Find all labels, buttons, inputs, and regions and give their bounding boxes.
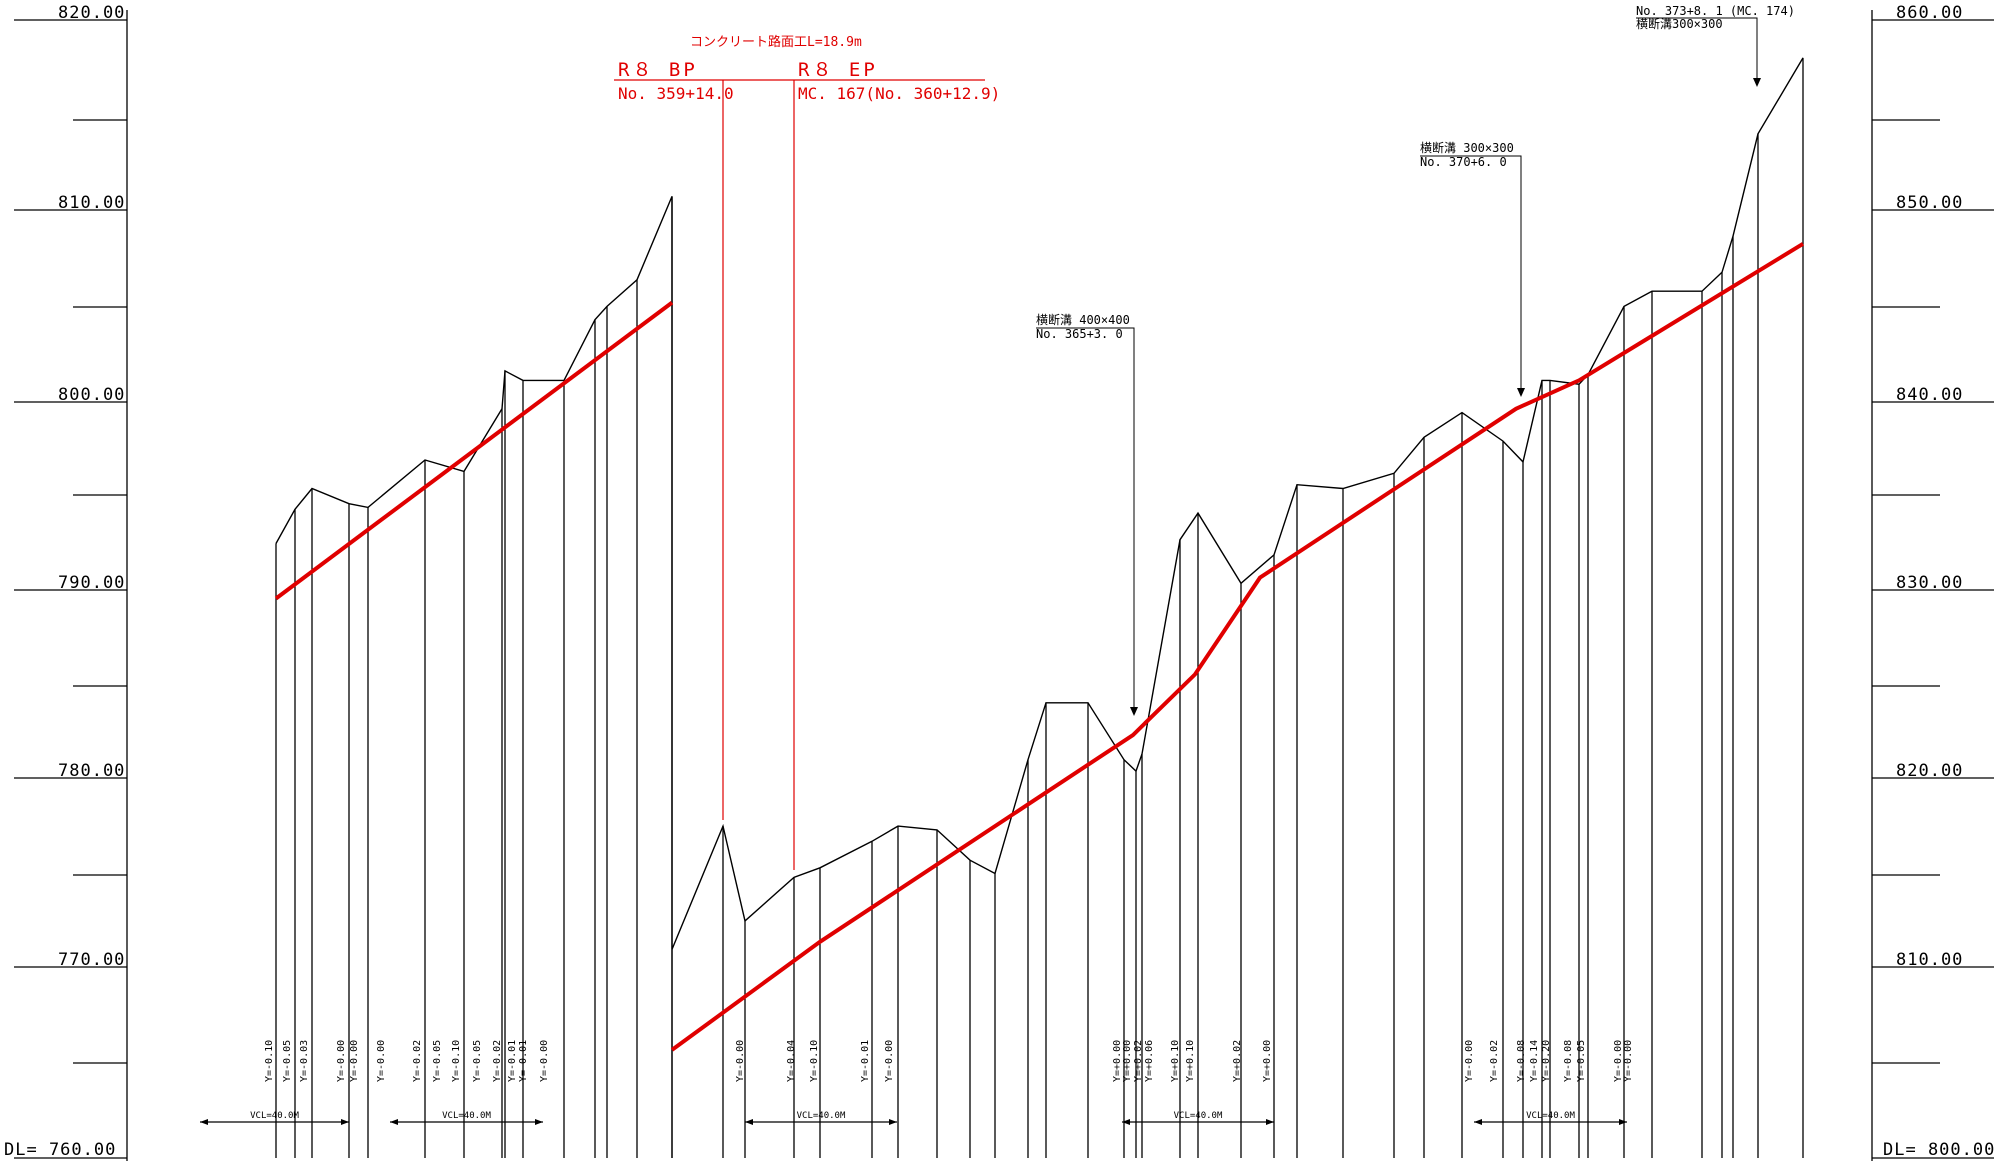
y-offset-label: Y=-0.05 [432, 1040, 443, 1082]
y-offset-label: Y=-0.10 [809, 1040, 820, 1082]
design-grade-line [274, 300, 674, 601]
y-offset-label: Y=-0.05 [1576, 1040, 1587, 1082]
left-axis-labels: 820.00 810.00 800.00 790.00 780.00 770.0… [4, 3, 125, 1160]
y-offset-label: Y=-0.00 [376, 1040, 387, 1082]
design-grade-line-segment [670, 242, 1805, 1052]
vcl-label: VCL=40.0M [250, 1111, 299, 1121]
vcl-arrow [535, 1119, 543, 1125]
y-offset-label: Y=+0.06 [1144, 1040, 1155, 1082]
y-offset-label: Y=+0.00 [1112, 1040, 1123, 1082]
left-axis-label: 800.00 [58, 385, 125, 405]
y-offset-label: Y=-0.00 [1623, 1040, 1634, 1082]
y-offset-label: Y=-0.14 [1529, 1040, 1540, 1082]
y-offset-label: Y=-0.03 [299, 1040, 310, 1082]
vcl-arrow [889, 1119, 897, 1125]
vcl-arrow [1619, 1119, 1627, 1125]
ground-profile-line [275, 57, 1804, 950]
y-offset-label: Y=-0.08 [1563, 1040, 1574, 1082]
culvert-400-station: No. 365+3. 0 [1036, 327, 1123, 341]
concrete-pavement-note: コンクリート路面工L=18.9m [690, 34, 862, 50]
y-offset-label: Y=-0.08 [1516, 1040, 1527, 1082]
y-offset-label: Y=-0.00 [735, 1040, 746, 1082]
vcl-label: VCL=40.0M [797, 1111, 846, 1121]
y-offset-label: Y=+0.10 [1170, 1040, 1181, 1082]
right-axis-labels: 860.00 850.00 840.00 830.00 820.00 810.0… [1883, 3, 1995, 1160]
y-offset-label: Y=-0.10 [264, 1040, 275, 1082]
y-offset-label: Y=+0.00 [1122, 1040, 1133, 1082]
vcl-arrow [745, 1119, 753, 1125]
vcl-label: VCL=40.0M [442, 1111, 491, 1121]
r8-bp-label: R８ BP [618, 59, 698, 81]
right-axis-datum: DL= 800.00 [1883, 1140, 1995, 1160]
right-axis-label: 810.00 [1896, 950, 1963, 970]
concrete-section [614, 79, 985, 870]
vcl-arrow [341, 1119, 349, 1125]
y-offset-label: Y=-0.00 [336, 1040, 347, 1082]
callout-leaders [1036, 17, 1761, 716]
y-offset-label: Y=-0.01 [507, 1040, 518, 1082]
vcl-label: VCL=40.0M [1526, 1111, 1575, 1121]
y-offset-label: Y=-0.05 [282, 1040, 293, 1082]
y-offset-label: Y=-0.20 [1541, 1040, 1552, 1082]
y-offset-label: Y=+0.00 [1262, 1040, 1273, 1082]
right-axis-label: 830.00 [1896, 573, 1963, 593]
right-axis-label: 860.00 [1896, 3, 1963, 23]
culvert-300a-station: No. 370+6. 0 [1420, 155, 1507, 169]
culvert-300a-label: 横断溝 300×300 [1420, 140, 1514, 155]
left-elevation-axis [14, 10, 128, 1161]
y-offset-label: Y=-0.05 [472, 1040, 483, 1082]
y-offset-label: Y=-0.01 [860, 1040, 871, 1082]
r8-ep-station: MC. 167(No. 360+12.9) [798, 84, 1000, 103]
left-axis-datum: DL= 760.00 [4, 1140, 116, 1160]
culvert-400-label: 横断溝 400×400 [1036, 312, 1130, 327]
vcl-arrow [1474, 1119, 1482, 1125]
culvert-300b-label: 横断溝300×300 [1636, 16, 1723, 31]
y-offset-label: Y=+0.02 [1232, 1040, 1243, 1082]
left-axis-label: 820.00 [58, 3, 125, 23]
left-axis-label: 770.00 [58, 950, 125, 970]
y-offset-label: Y=-0.00 [349, 1040, 360, 1082]
right-axis-label: 850.00 [1896, 193, 1963, 213]
r8-ep-label: R８ EP [798, 59, 878, 81]
vcl-markers: VCL=40.0M VCL=40.0M VCL=40.0M VCL=40.0M VCL=… [200, 1111, 1627, 1125]
station-lines [275, 57, 1804, 1158]
y-offset-label: Y=-0.00 [539, 1040, 550, 1082]
right-elevation-axis [1871, 10, 1994, 1161]
right-axis-label: 840.00 [1896, 385, 1963, 405]
culvert-300b-station: No. 373+8. 1 (MC. 174) [1636, 4, 1795, 18]
vcl-label: VCL=40.0M [1174, 1111, 1223, 1121]
right-axis-label: 820.00 [1896, 761, 1963, 781]
vcl-arrow [1266, 1119, 1274, 1125]
y-offset-label: Y=-0.04 [786, 1040, 797, 1082]
y-offset-label: Y=-0.00 [884, 1040, 895, 1082]
vcl-arrow [1122, 1119, 1130, 1125]
y-offset-label: Y=-0.02 [412, 1040, 423, 1082]
y-offset-label: Y=-0.02 [492, 1040, 503, 1082]
y-offset-label: Y=+0.02 [1133, 1040, 1144, 1082]
y-offset-label: Y=-0.00 [1613, 1040, 1624, 1082]
y-offset-label: Y=-0.00 [1464, 1040, 1475, 1082]
left-axis-label: 780.00 [58, 761, 125, 781]
y-offset-label: Y=-0.10 [451, 1040, 462, 1082]
y-offset-label: Y=-0.02 [1489, 1040, 1500, 1082]
vcl-arrow [200, 1119, 208, 1125]
y-offset-labels: Y=-0.10 Y=-0.05 Y=-0.03 Y=-0.00 Y=-0.00 Y=-0.… [264, 1040, 1634, 1082]
left-axis-label: 790.00 [58, 573, 125, 593]
left-axis-label: 810.00 [58, 193, 125, 213]
y-offset-label: Y=-0.01 [518, 1040, 529, 1082]
y-offset-label: Y=+0.10 [1185, 1040, 1196, 1082]
r8-bp-station: No. 359+14.0 [618, 84, 734, 103]
vcl-arrow [390, 1119, 398, 1125]
